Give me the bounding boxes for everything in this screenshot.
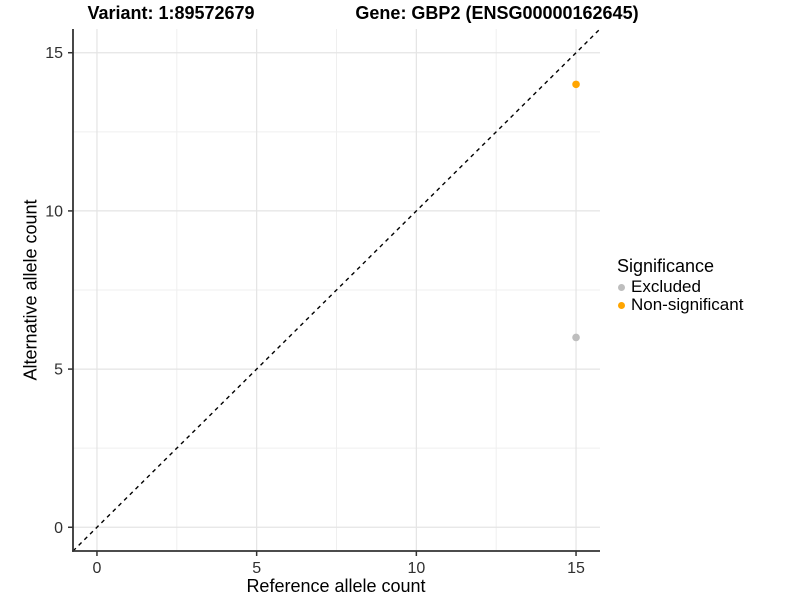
x-tick-label: 5	[252, 560, 261, 577]
scatter-point-non-significant	[572, 80, 580, 89]
legend-item: Excluded	[613, 277, 743, 296]
legend-item-label: Non-significant	[631, 295, 744, 314]
identity-line	[72, 28, 601, 552]
scatter-point-excluded	[572, 333, 580, 342]
x-tick-label: 0	[93, 560, 102, 577]
x-tick-label: 10	[407, 560, 425, 577]
plot-title-gene: Gene: GBP2 (ENSG00000162645)	[355, 3, 639, 23]
legend: Significance Excluded Non-significant	[613, 256, 743, 314]
x-axis-title: Reference allele count	[246, 576, 426, 596]
legend-items: Excluded Non-significant	[613, 277, 744, 314]
plot-title-variant: Variant: 1:89572679	[87, 3, 255, 23]
y-axis-title: Alternative allele count	[20, 199, 41, 381]
legend-title: Significance	[617, 256, 715, 276]
y-tick-label: 5	[54, 362, 63, 379]
x-tick-label: 15	[567, 560, 585, 577]
legend-swatch-icon	[618, 283, 625, 291]
y-tick-label: 0	[54, 520, 63, 537]
y-tick-label: 10	[45, 203, 63, 220]
legend-item: Non-significant	[613, 295, 744, 314]
legend-swatch-icon	[618, 301, 625, 309]
legend-item-label: Excluded	[631, 277, 701, 296]
y-tick-label: 15	[45, 45, 63, 62]
